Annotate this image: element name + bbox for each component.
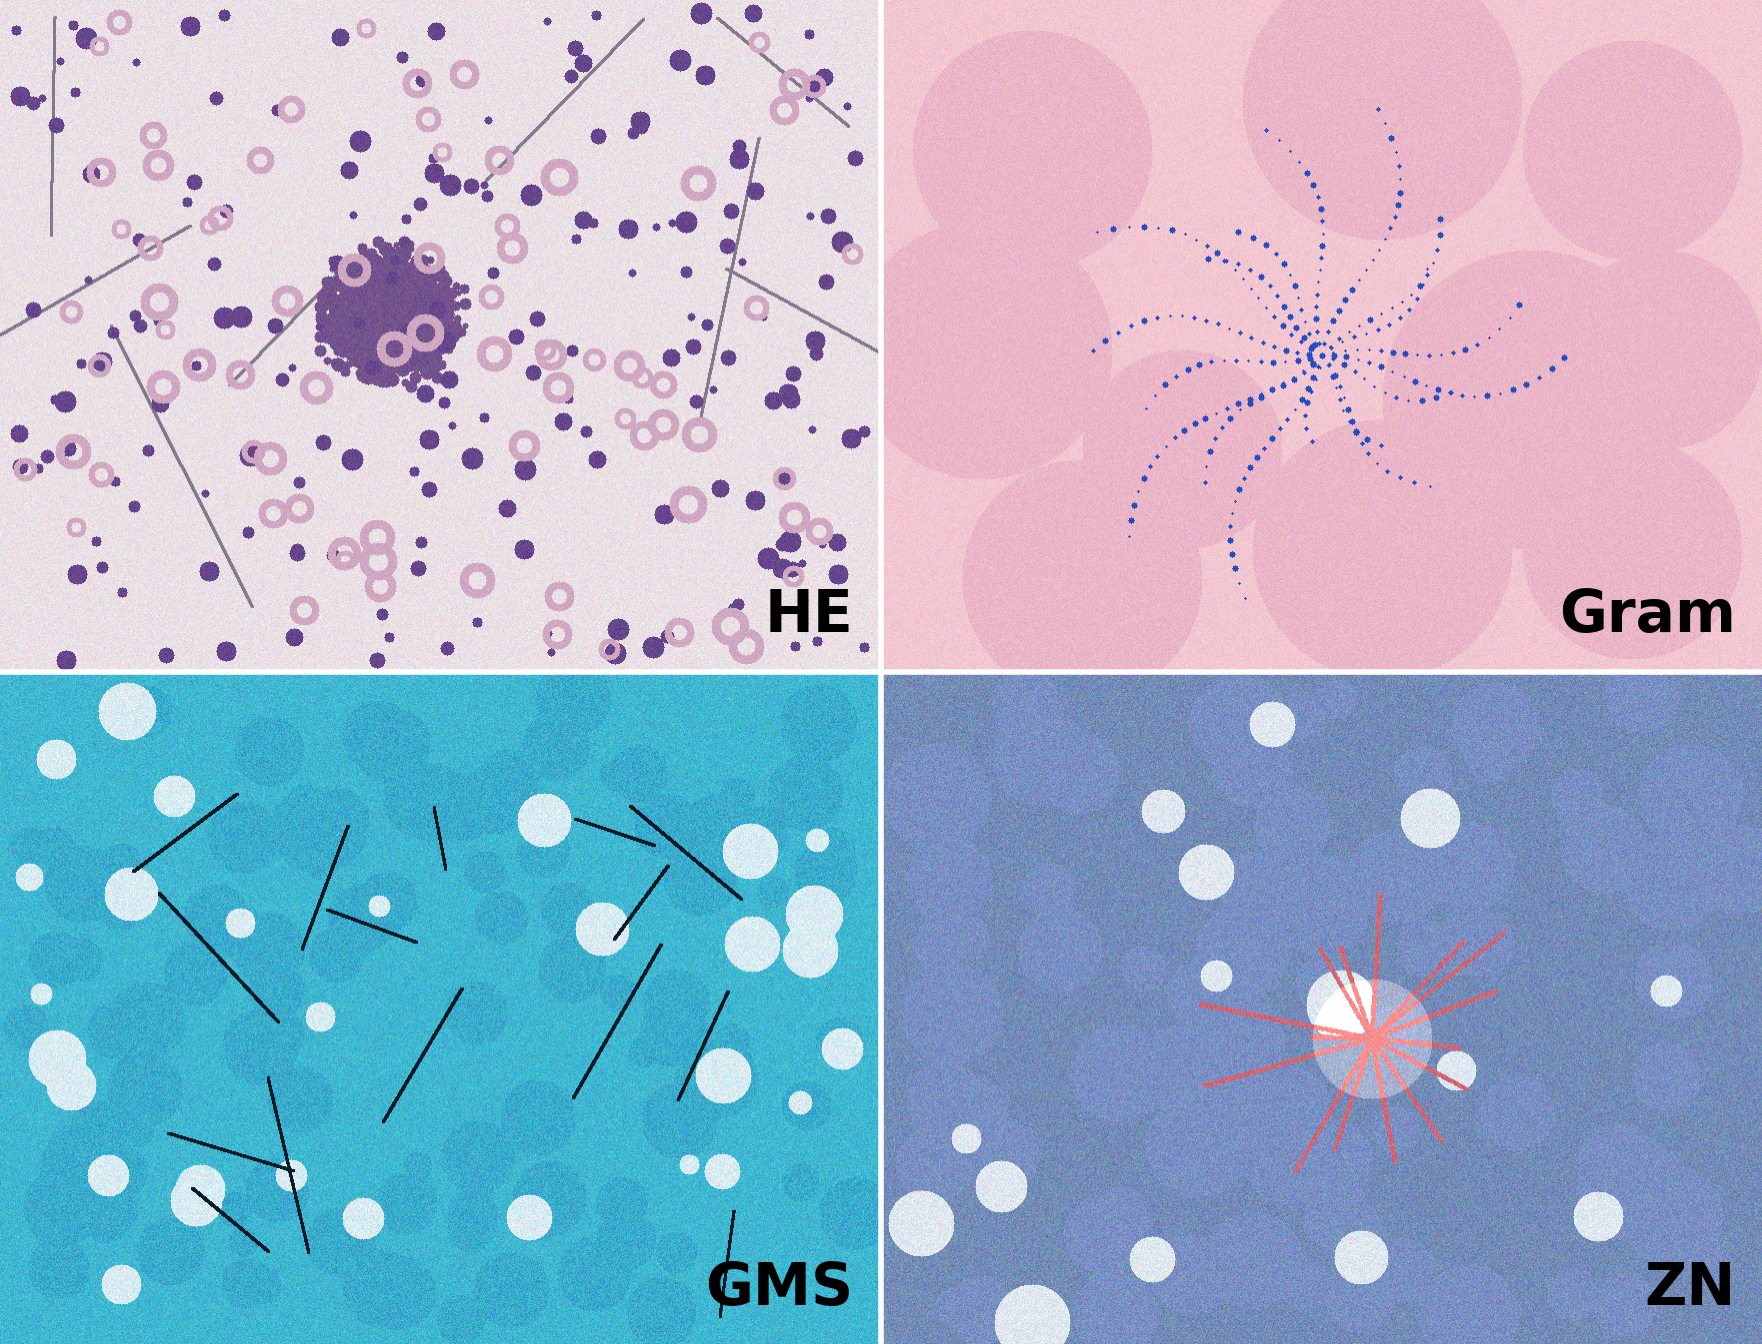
Text: GMS: GMS <box>705 1261 853 1317</box>
Text: ZN: ZN <box>1644 1261 1736 1317</box>
Text: Gram: Gram <box>1559 587 1736 644</box>
Text: HE: HE <box>765 587 853 644</box>
